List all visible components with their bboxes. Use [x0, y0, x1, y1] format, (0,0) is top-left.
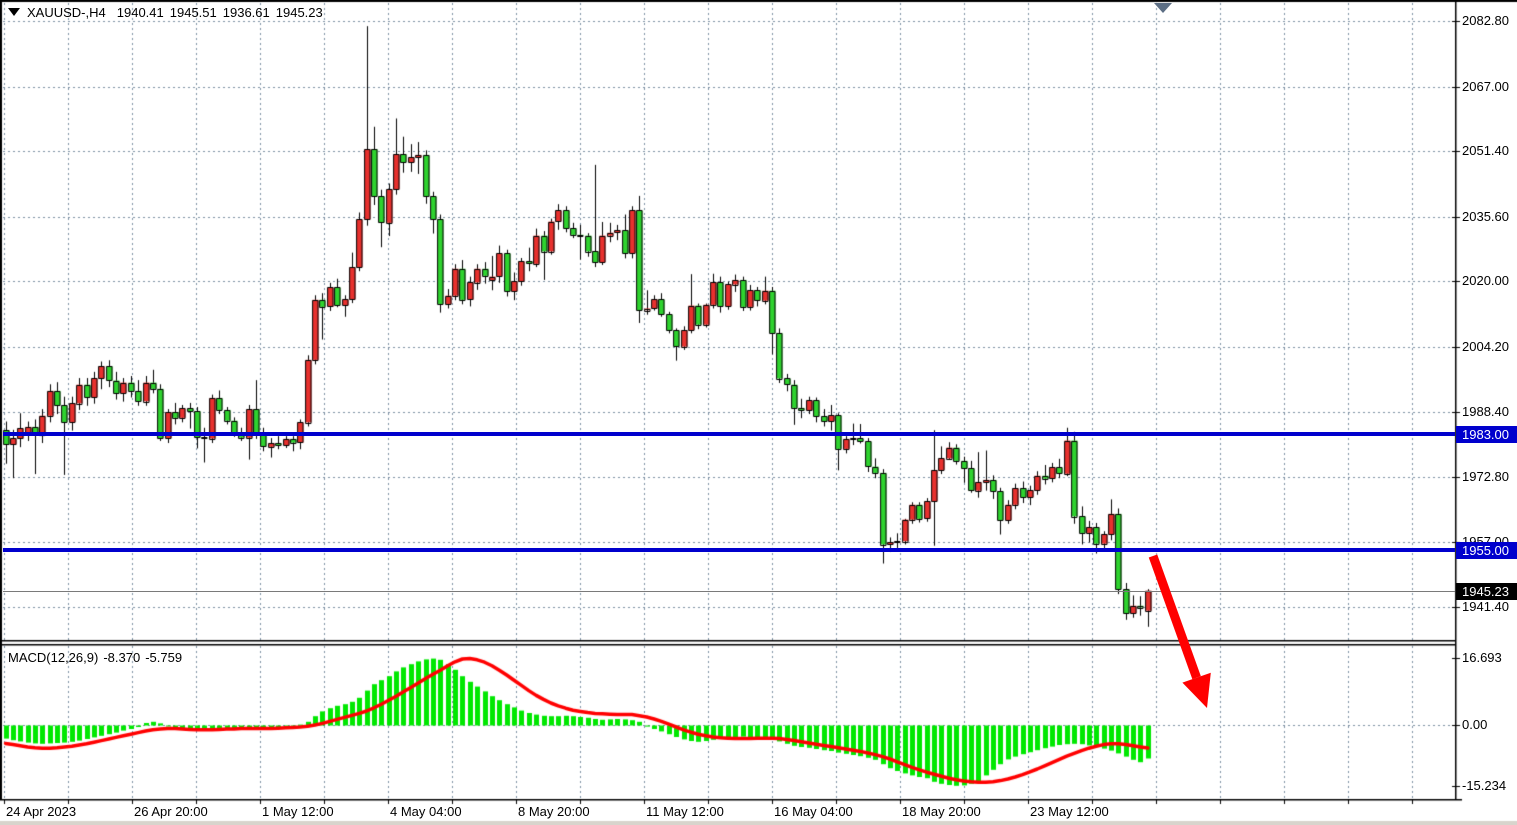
- time-axis-label: 18 May 20:00: [902, 804, 981, 819]
- price-axis-label: 2051.40: [1462, 143, 1509, 159]
- current-price-tag: 1945.23: [1456, 582, 1517, 600]
- macd-axis-label: 0.00: [1462, 717, 1488, 732]
- macd-axis-label: 16.693: [1462, 650, 1502, 666]
- horizontal-line-1983[interactable]: [3, 432, 1455, 437]
- price-axis-label: 2004.20: [1462, 338, 1509, 354]
- macd-name-label: MACD(12,26,9): [8, 650, 99, 665]
- time-axis-label: 24 Apr 2023: [6, 804, 77, 819]
- hline-price-tag[interactable]: 1983.00: [1456, 426, 1517, 444]
- symbol-ohlc-info: XAUUSD-,H4 1940.41 1945.51 1936.61 1945.23: [8, 5, 329, 20]
- price-axis-label: 2035.60: [1462, 208, 1509, 224]
- time-axis-label: 11 May 12:00: [646, 804, 724, 819]
- ohlc-close-value: 1945.23: [275, 5, 323, 20]
- time-axis-label: 26 Apr 20:00: [134, 804, 208, 819]
- down-arrow-annotation[interactable]: [1140, 545, 1230, 725]
- macd-axis-label: -15.234: [1462, 777, 1507, 793]
- ohlc-low-value: 1936.61: [222, 5, 270, 20]
- price-axis-label: 2082.80: [1462, 13, 1509, 29]
- time-axis-label: 4 May 04:00: [390, 804, 462, 819]
- time-axis-label: 16 May 04:00: [774, 804, 853, 819]
- macd-signal-value: -5.759: [145, 650, 183, 665]
- price-axis-label: 1941.40: [1462, 598, 1509, 614]
- horizontal-line-1955[interactable]: [3, 548, 1455, 553]
- price-axis-label: 2020.00: [1462, 273, 1509, 289]
- chart-shift-marker-icon[interactable]: [1154, 3, 1172, 13]
- time-axis-label: 8 May 20:00: [518, 804, 590, 819]
- symbol-period-label: XAUUSD-,H4: [27, 5, 106, 20]
- hline-price-tag[interactable]: 1955.00: [1456, 542, 1517, 560]
- symbol-marker-icon[interactable]: [8, 8, 20, 16]
- macd-indicator-label: MACD(12,26,9) -8.370 -5.759: [8, 650, 187, 665]
- price-axis-label: 1972.80: [1462, 468, 1509, 484]
- ohlc-high-value: 1945.51: [169, 5, 217, 20]
- current-price-line: [3, 591, 1455, 592]
- ohlc-open-value: 1940.41: [116, 5, 164, 20]
- macd-main-value: -8.370: [103, 650, 141, 665]
- time-axis-label: 23 May 12:00: [1030, 804, 1109, 819]
- time-axis-label: 1 May 12:00: [262, 804, 334, 819]
- price-axis-label: 1988.40: [1462, 404, 1509, 419]
- price-axis-label: 2067.00: [1462, 78, 1509, 94]
